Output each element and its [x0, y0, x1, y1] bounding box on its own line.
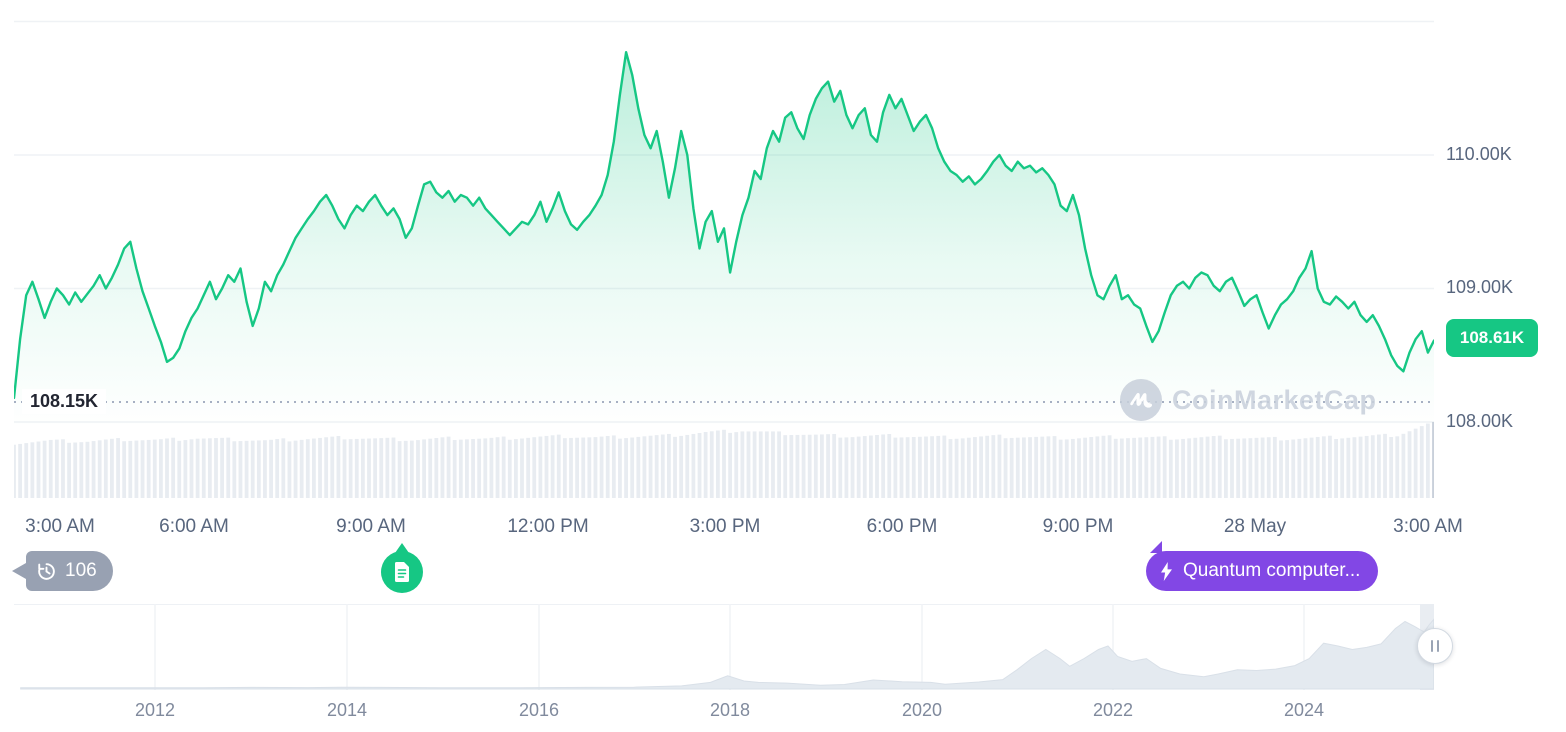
range-selector-chart[interactable] — [14, 604, 1434, 690]
x-axis-label: 6:00 AM — [159, 516, 229, 537]
y-axis-label-109k: 109.00K — [1446, 277, 1514, 297]
price-line — [14, 51, 1434, 400]
volume-bars — [14, 422, 1434, 498]
mini-area — [20, 618, 1434, 690]
x-axis-label: 9:00 PM — [1042, 516, 1114, 537]
history-icon — [36, 561, 57, 582]
x-axis-label: 9:00 AM — [336, 516, 406, 537]
watermark: CoinMarketCap — [1120, 379, 1377, 421]
history-badge[interactable]: 106 — [26, 551, 113, 591]
x-axis-label: 3:00 AM — [1393, 516, 1463, 537]
x-axis-label: 28 May — [1223, 516, 1287, 537]
price-area — [14, 52, 1434, 428]
mini-year-label: 2024 — [1283, 700, 1325, 720]
y-axis-label-108k: 108.00K — [1446, 411, 1514, 431]
mini-gridlines — [154, 604, 1305, 690]
pause-handle-icon — [1431, 640, 1439, 652]
x-axis-label: 12:00 PM — [507, 516, 589, 537]
news-marker-badge[interactable] — [381, 551, 423, 593]
open-price-label: 108.15K — [22, 389, 107, 414]
event-badge[interactable]: Quantum computer... — [1146, 551, 1379, 591]
mini-year-label: 2016 — [518, 700, 560, 720]
mini-year-label: 2018 — [709, 700, 751, 720]
mini-year-label: 2014 — [326, 700, 368, 720]
watermark-text: CoinMarketCap — [1172, 384, 1377, 415]
mini-year-label: 2022 — [1092, 700, 1134, 720]
x-axis-label: 6:00 PM — [866, 516, 938, 537]
history-badge-count: 106 — [65, 560, 97, 581]
mini-year-label: 2012 — [134, 700, 176, 720]
y-axis-label-110k: 110.00K — [1446, 144, 1512, 164]
range-handle-button[interactable] — [1417, 628, 1453, 664]
current-price-tag: 108.61K — [1446, 319, 1538, 357]
document-icon — [393, 561, 411, 583]
x-axis-label: 3:00 PM — [689, 516, 761, 537]
coinmarketcap-logo-icon — [1120, 379, 1162, 421]
news-marker-tail — [395, 543, 409, 553]
mini-year-label: 2020 — [901, 700, 943, 720]
event-badge-label: Quantum computer... — [1183, 560, 1361, 581]
history-badge-tail — [12, 563, 26, 579]
x-axis-label: 3:00 AM — [25, 516, 95, 537]
lightning-icon — [1160, 561, 1173, 581]
event-badge-tail — [1150, 541, 1162, 553]
price-chart[interactable] — [14, 16, 1434, 500]
